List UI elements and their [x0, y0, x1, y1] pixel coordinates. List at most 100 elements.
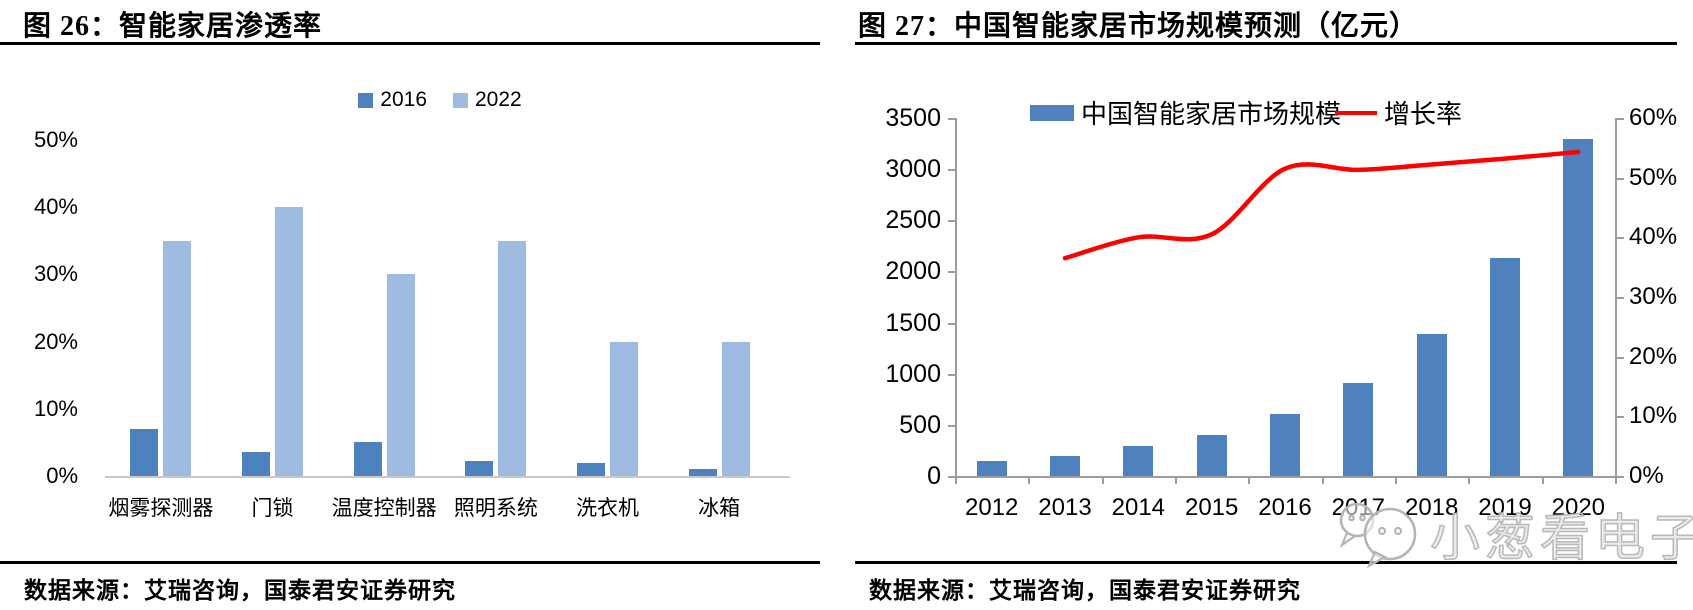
left-axis-tick: [948, 322, 955, 325]
category-label: 门锁: [251, 497, 294, 520]
category-label: 烟雾探测器: [108, 497, 214, 520]
right-axis-tick-label: 60%: [1629, 104, 1678, 131]
bar-2022-洗衣机: [610, 341, 638, 476]
x-axis-tick: [1175, 476, 1177, 484]
bar-2016: [1270, 414, 1300, 476]
left-axis-tick: [948, 271, 955, 274]
x-axis-tick: [1615, 476, 1617, 484]
bar-2012: [976, 460, 1007, 476]
penetration-bar-chart: 2016 2022 0% 10% 20% 30% 40% 50% 烟雾探测器 门锁 温度控制器 照明系…: [0, 50, 820, 520]
x-axis-tick: [1028, 476, 1031, 484]
legend-swatch: [453, 92, 468, 108]
legend-label: 2016: [380, 88, 427, 111]
market-size-combo-chart: 中国智能家居市场规模 增长率 0 500 1000 1500 2000 2500 3000 350…: [855, 50, 1693, 521]
figure-26-title: 图 26：智能家居渗透率: [23, 11, 323, 42]
right-axis-tick-label: 40%: [1629, 223, 1678, 251]
y-axis-tick-label: 10%: [33, 395, 78, 421]
bottom-axis-line: [955, 476, 1617, 478]
legend-label: 增长率: [1384, 99, 1463, 129]
wechat-icon: [1339, 502, 1417, 569]
bar-2016-洗衣机: [577, 462, 605, 476]
bar-2022-冰箱: [721, 341, 750, 476]
category-label: 冰箱: [698, 497, 741, 520]
figure-27-source: 数据来源：艾瑞咨询，国泰君安证券研究: [869, 578, 1301, 603]
year-label: 2014: [1111, 494, 1166, 521]
legend: 2016 2022: [105, 88, 775, 112]
year-label: 2019: [1478, 494, 1532, 521]
right-axis-tick: [1617, 356, 1624, 359]
legend-item-2016: 2016: [358, 88, 427, 112]
category-label: 温度控制器: [331, 497, 437, 520]
figure-27-panel: 图 27：中国智能家居市场规模预测（亿元） 中国智能家居市场规模 增长率 0 500 1…: [855, 0, 1693, 610]
left-axis-tick: [948, 169, 955, 172]
right-axis-tick: [1617, 476, 1624, 478]
right-axis-tick-label: 50%: [1629, 163, 1678, 191]
y-axis-tick-label: 20%: [33, 328, 78, 354]
x-axis-tick: [1101, 476, 1104, 484]
bar-2016-温度控制器: [353, 442, 382, 476]
x-axis-tick: [1541, 476, 1544, 484]
year-label: 2013: [1038, 494, 1092, 521]
right-axis-tick: [1617, 416, 1624, 419]
left-axis-tick: [948, 220, 955, 223]
legend-label: 2022: [475, 88, 522, 111]
legend-label: 中国智能家居市场规模: [1081, 99, 1342, 129]
left-axis-tick: [948, 476, 955, 478]
x-axis-tick: [1395, 476, 1397, 484]
right-axis-tick-label: 20%: [1629, 342, 1678, 370]
right-axis-tick-label: 10%: [1629, 402, 1678, 430]
right-axis-tick: [1617, 297, 1624, 299]
left-axis-tick-label: 2000: [885, 257, 941, 286]
watermark: 小葱看电子: [1335, 480, 1693, 570]
figure-27-bottom-rule: [855, 561, 1677, 564]
bar-2022-门锁: [275, 207, 303, 476]
left-axis-tick-label: 1000: [885, 359, 941, 388]
category-label: 洗衣机: [575, 497, 639, 520]
legend-swatch: [1030, 104, 1074, 121]
x-axis-tick: [955, 476, 957, 484]
figure-26-title-rule: [0, 42, 820, 45]
left-axis-tick-label: 3000: [885, 155, 941, 184]
legend-item-2022: 2022: [453, 88, 522, 112]
right-axis-tick: [1617, 177, 1624, 180]
right-axis-tick: [1617, 118, 1624, 120]
bar-2016-冰箱: [688, 469, 717, 476]
year-label: 2020: [1551, 494, 1606, 521]
category-label: 照明系统: [453, 497, 538, 520]
legend-item-market-size: 中国智能家居市场规模: [1030, 94, 1341, 131]
left-axis-tick: [948, 118, 955, 120]
bar-2014: [1123, 446, 1154, 476]
x-axis-baseline: [105, 476, 790, 478]
right-axis-tick-label: 0%: [1629, 462, 1664, 489]
legend-line-swatch: [1335, 110, 1377, 115]
y-axis-tick-label: 0%: [46, 463, 78, 488]
left-axis-tick-label: 2500: [885, 206, 941, 235]
year-label: 2018: [1404, 494, 1459, 521]
left-axis-line: [955, 118, 957, 476]
figure-27-title-rule: [855, 42, 1677, 45]
y-axis-tick-label: 50%: [33, 127, 78, 152]
left-axis-tick-label: 1500: [885, 308, 941, 337]
bar-2016-门锁: [242, 452, 270, 476]
left-axis-tick: [948, 424, 955, 427]
watermark-text: 小葱看电子: [1429, 509, 1693, 567]
left-axis-tick-label: 500: [899, 410, 941, 439]
left-axis-tick-label: 3500: [885, 104, 941, 132]
figure-26-bottom-rule: [0, 561, 820, 564]
bar-2016-照明系统: [465, 461, 494, 476]
left-axis-tick: [948, 373, 955, 376]
figure-27-title: 图 27：中国智能家居市场规模预测（亿元）: [858, 11, 1419, 42]
bar-2022-烟雾探测器: [163, 240, 192, 476]
legend-item-growth-rate: 增长率: [1335, 94, 1462, 131]
legend-swatch: [358, 92, 374, 108]
year-label: 2016: [1258, 494, 1312, 521]
bar-2022-照明系统: [498, 240, 527, 476]
bar-2022-温度控制器: [386, 274, 415, 476]
bar-2017: [1343, 382, 1374, 476]
x-axis-tick: [1321, 476, 1324, 484]
right-axis-tick-label: 30%: [1629, 283, 1678, 310]
year-label: 2015: [1184, 494, 1239, 521]
bar-2015: [1196, 435, 1227, 476]
figure-26-panel: 图 26：智能家居渗透率 2016 2022 0% 10% 20% 30% 40% 50% 烟雾…: [0, 0, 820, 610]
